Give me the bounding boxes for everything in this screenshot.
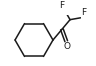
Text: O: O — [63, 42, 70, 51]
Text: F: F — [81, 8, 86, 17]
Text: F: F — [59, 1, 64, 10]
